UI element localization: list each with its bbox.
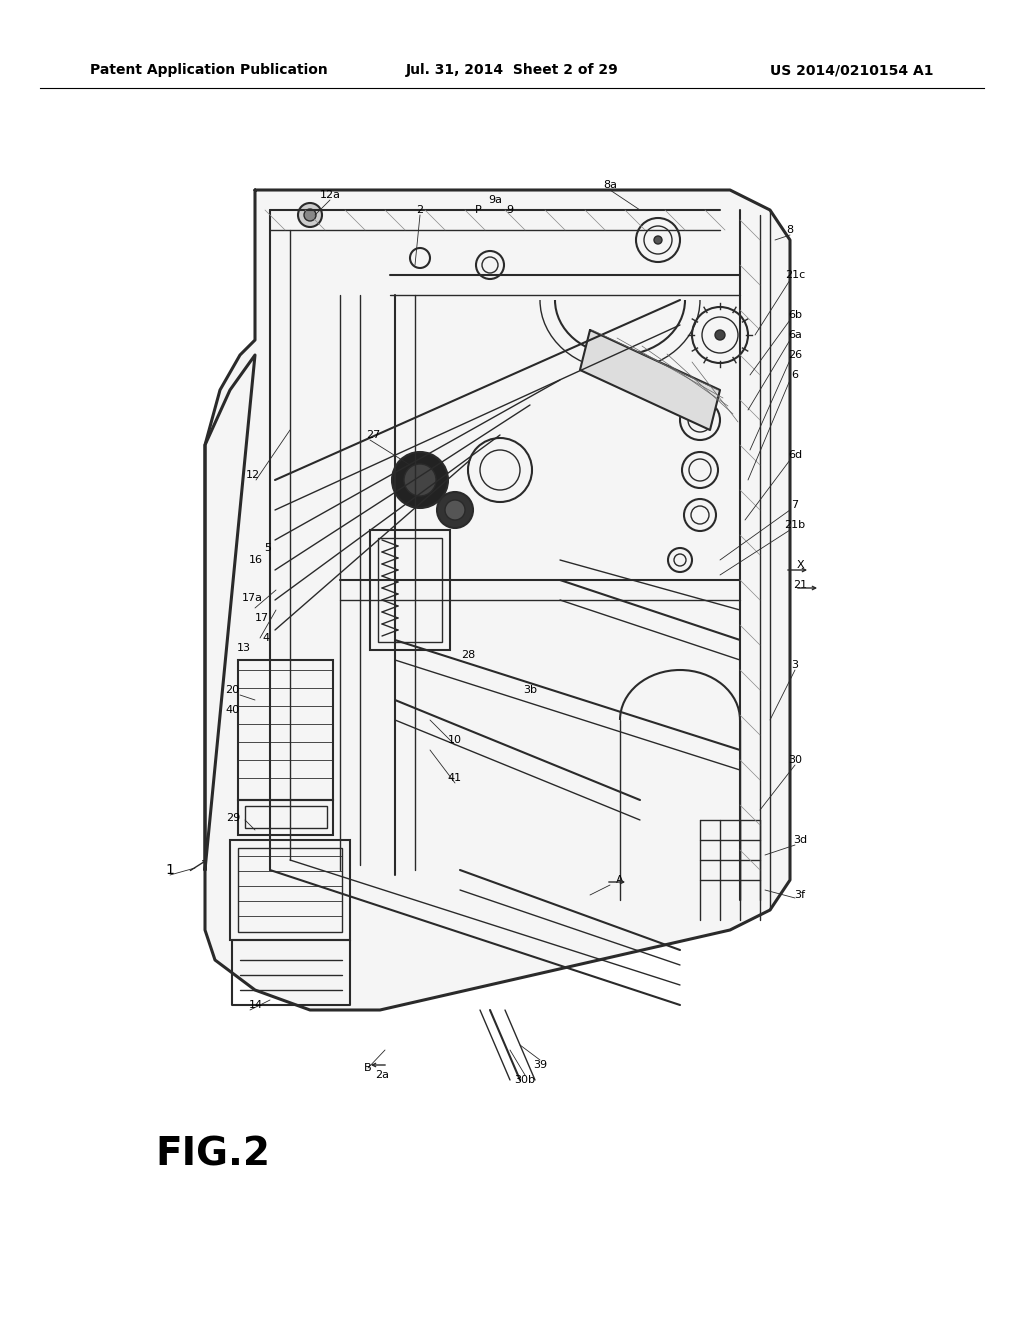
Text: X: X [797, 560, 804, 570]
Text: 3f: 3f [795, 890, 806, 900]
Text: 26: 26 [787, 350, 802, 360]
Ellipse shape [392, 451, 449, 508]
Ellipse shape [696, 416, 705, 424]
Text: 41: 41 [447, 774, 462, 783]
Text: 9a: 9a [488, 195, 502, 205]
Text: B: B [365, 1063, 372, 1073]
Text: 28: 28 [461, 649, 475, 660]
Text: 7: 7 [792, 500, 799, 510]
Text: 14: 14 [249, 1001, 263, 1010]
Ellipse shape [715, 330, 725, 341]
Text: 16: 16 [249, 554, 263, 565]
Text: 30b: 30b [514, 1074, 536, 1085]
Text: 30: 30 [788, 755, 802, 766]
Text: 12a: 12a [319, 190, 341, 201]
Polygon shape [205, 190, 790, 1010]
Text: 4: 4 [262, 634, 269, 643]
Ellipse shape [304, 209, 316, 220]
Text: 12: 12 [246, 470, 260, 480]
Text: 6a: 6a [788, 330, 802, 341]
Text: 2: 2 [417, 205, 424, 215]
Text: 1: 1 [166, 863, 174, 876]
Bar [238, 660, 333, 800]
Bar [238, 800, 333, 836]
Text: 6: 6 [792, 370, 799, 380]
Text: 6b: 6b [788, 310, 802, 319]
Text: 21c: 21c [784, 271, 805, 280]
Text: 40: 40 [225, 705, 239, 715]
Text: A: A [616, 875, 624, 884]
Ellipse shape [298, 203, 322, 227]
Text: 17: 17 [255, 612, 269, 623]
Text: 13: 13 [237, 643, 251, 653]
Ellipse shape [654, 236, 662, 244]
Ellipse shape [404, 465, 436, 496]
Polygon shape [580, 330, 720, 430]
Text: 3d: 3d [793, 836, 807, 845]
Ellipse shape [445, 500, 465, 520]
Text: 8: 8 [786, 224, 794, 235]
Bar [245, 807, 327, 828]
Text: 17a: 17a [242, 593, 262, 603]
Bar [238, 847, 342, 932]
Text: 20: 20 [225, 685, 239, 696]
Text: 39: 39 [532, 1060, 547, 1071]
Text: 3: 3 [792, 660, 799, 671]
Bar [230, 840, 350, 940]
Text: 21: 21 [793, 579, 807, 590]
Text: Jul. 31, 2014  Sheet 2 of 29: Jul. 31, 2014 Sheet 2 of 29 [406, 63, 618, 77]
Text: 2a: 2a [375, 1071, 389, 1080]
Bar [378, 539, 442, 642]
Text: P: P [475, 205, 481, 215]
Bar [370, 531, 450, 649]
Text: 5: 5 [264, 543, 271, 553]
Text: 8a: 8a [603, 180, 617, 190]
Text: Patent Application Publication: Patent Application Publication [90, 63, 328, 77]
Text: 10: 10 [449, 735, 462, 744]
Text: 3b: 3b [523, 685, 537, 696]
Text: 21b: 21b [784, 520, 806, 531]
Text: 29: 29 [226, 813, 240, 822]
Text: 9: 9 [507, 205, 514, 215]
Ellipse shape [437, 492, 473, 528]
Text: US 2014/0210154 A1: US 2014/0210154 A1 [770, 63, 934, 77]
Text: 6d: 6d [787, 450, 802, 459]
Text: 27: 27 [366, 430, 380, 440]
Text: FIG.2: FIG.2 [155, 1137, 270, 1173]
